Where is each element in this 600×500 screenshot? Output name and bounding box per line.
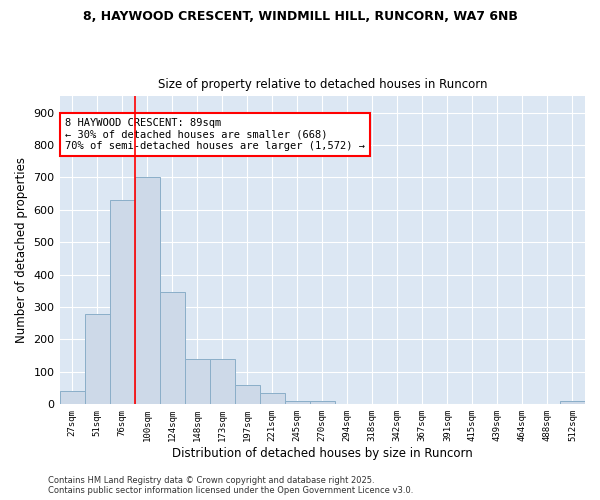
Bar [235,385,260,404]
Y-axis label: Number of detached properties: Number of detached properties [15,158,28,344]
Bar [85,314,110,404]
Bar [185,359,209,405]
Text: 8, HAYWOOD CRESCENT, WINDMILL HILL, RUNCORN, WA7 6NB: 8, HAYWOOD CRESCENT, WINDMILL HILL, RUNC… [83,10,517,23]
Bar [560,401,585,404]
Bar [209,359,235,405]
Text: 8 HAYWOOD CRESCENT: 89sqm
← 30% of detached houses are smaller (668)
70% of semi: 8 HAYWOOD CRESCENT: 89sqm ← 30% of detac… [65,118,365,151]
Bar [260,393,285,404]
Bar [59,392,85,404]
Bar [310,401,335,404]
Bar [134,178,160,404]
Bar [285,401,310,404]
Title: Size of property relative to detached houses in Runcorn: Size of property relative to detached ho… [158,78,487,91]
X-axis label: Distribution of detached houses by size in Runcorn: Distribution of detached houses by size … [172,447,473,460]
Bar [160,292,185,405]
Bar [110,200,134,404]
Text: Contains HM Land Registry data © Crown copyright and database right 2025.
Contai: Contains HM Land Registry data © Crown c… [48,476,413,495]
